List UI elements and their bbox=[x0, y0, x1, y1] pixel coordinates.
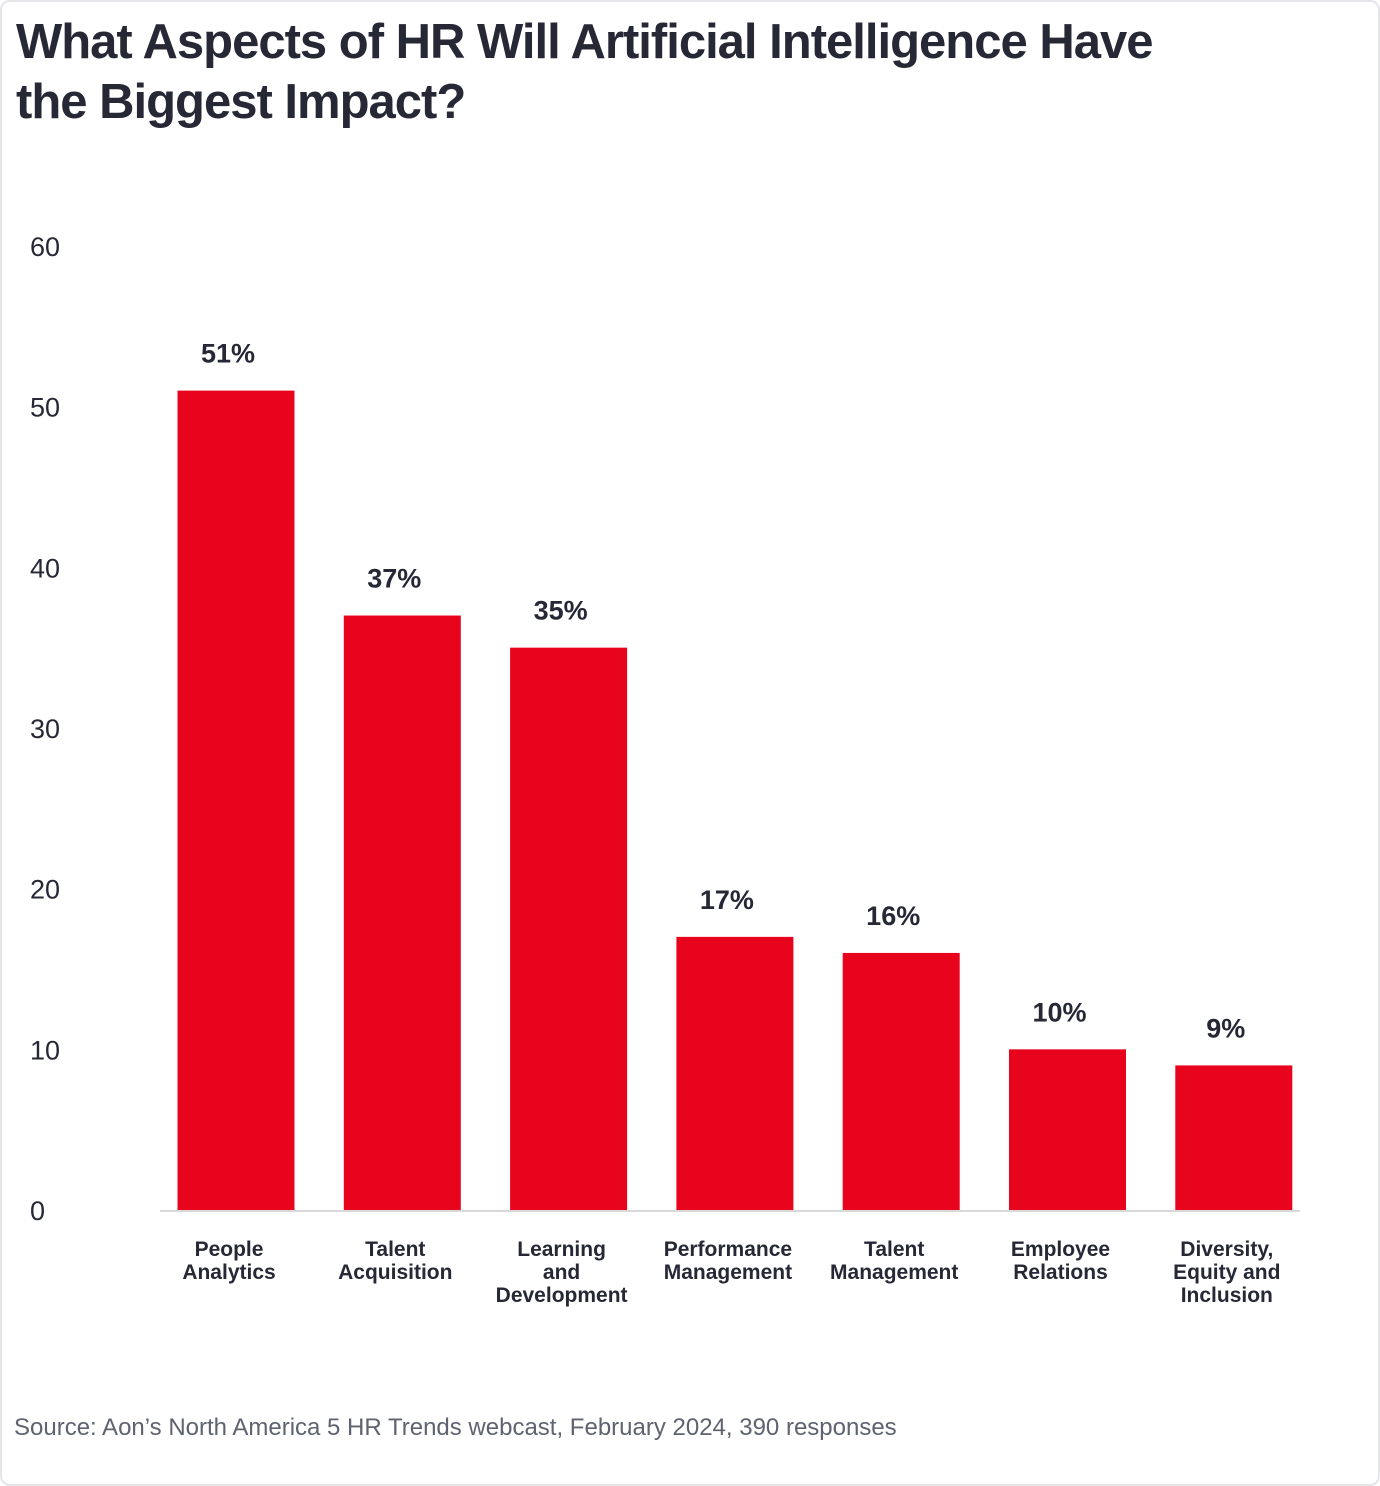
x-tick-label: Employee Relations bbox=[1011, 1238, 1110, 1284]
y-tick-label: 60 bbox=[30, 232, 60, 262]
bar bbox=[1009, 1049, 1126, 1210]
bar bbox=[510, 647, 628, 1210]
data-label: 10% bbox=[1032, 997, 1086, 1027]
x-tick-label: Talent Acquisition bbox=[338, 1238, 452, 1284]
data-label: 16% bbox=[866, 901, 920, 931]
x-tick-label: People Analytics bbox=[182, 1238, 275, 1284]
x-tick-label: Performance Management bbox=[664, 1238, 792, 1284]
bar bbox=[842, 952, 960, 1210]
data-label: 35% bbox=[534, 596, 588, 626]
source-note: Source: Aon’s North America 5 HR Trends … bbox=[14, 1414, 897, 1441]
data-label: 37% bbox=[367, 564, 421, 594]
y-tick-label: 30 bbox=[30, 714, 60, 744]
y-tick-label: 40 bbox=[30, 553, 60, 583]
bar bbox=[676, 936, 794, 1210]
x-tick-label: Diversity, Equity and Inclusion bbox=[1173, 1238, 1280, 1307]
data-label: 9% bbox=[1206, 1013, 1245, 1043]
data-labels-group: 51% 37% 35% 17% 16% 10% 9% bbox=[201, 339, 1245, 1044]
y-tick-label: 10 bbox=[30, 1035, 60, 1065]
bar bbox=[177, 390, 295, 1211]
data-label: 51% bbox=[201, 339, 255, 369]
x-tick-label: Talent Management bbox=[830, 1238, 958, 1284]
bar bbox=[343, 615, 461, 1210]
bar bbox=[1175, 1065, 1293, 1210]
x-tick-label: Learning and Development bbox=[496, 1238, 628, 1307]
y-tick-label: 0 bbox=[30, 1196, 45, 1226]
y-tick-label: 20 bbox=[30, 875, 60, 905]
y-axis: 0 10 20 30 40 50 60 bbox=[30, 232, 60, 1226]
chart-title: What Aspects of HR Will Artificial Intel… bbox=[16, 15, 1154, 129]
x-axis-labels: People Analytics Talent Acquisition Learning… bbox=[182, 1238, 1280, 1307]
bars-group bbox=[177, 390, 1293, 1211]
bar-chart: 0 10 20 30 40 50 60 51% 37% 35% 17% 16% 10% 9% Peopl… bbox=[30, 232, 1300, 1307]
data-label: 17% bbox=[700, 885, 754, 915]
y-tick-label: 50 bbox=[30, 393, 60, 423]
